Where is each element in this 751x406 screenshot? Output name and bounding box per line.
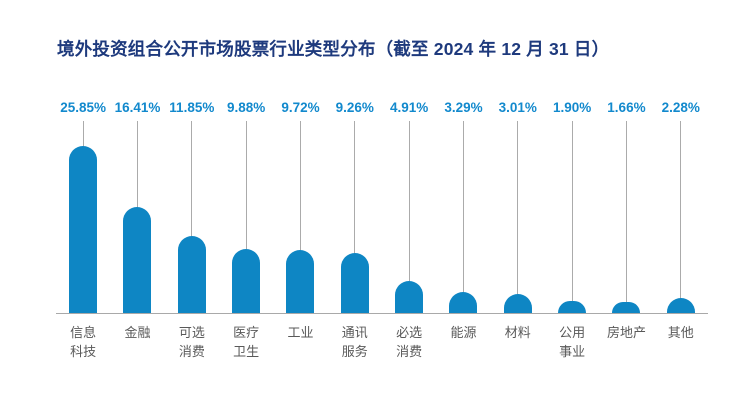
bar <box>395 281 424 313</box>
bar <box>177 236 206 313</box>
bar-column: 1.66% <box>599 100 653 313</box>
bar <box>558 300 587 313</box>
category-label: 能源 <box>450 325 477 340</box>
bar <box>340 253 369 313</box>
bar-graph-area <box>273 121 327 313</box>
bar-column: 3.29% <box>436 100 490 313</box>
value-label: 16.41% <box>114 100 161 115</box>
category-label: 必选 消费 <box>396 325 423 359</box>
bar-graph-area <box>654 121 708 313</box>
value-label: 1.66% <box>607 100 646 115</box>
bar-graph-area <box>382 121 436 313</box>
bar-column: 9.26% <box>328 100 382 313</box>
bar-graph-area <box>599 121 653 313</box>
bar-graph-area <box>328 121 382 313</box>
bar <box>666 298 695 313</box>
bar-graph-area <box>219 121 273 313</box>
bar-graph-area <box>165 121 219 313</box>
value-label: 1.90% <box>552 100 592 115</box>
bar <box>69 146 98 313</box>
value-label: 9.72% <box>281 100 320 115</box>
category-label: 其他 <box>667 325 694 340</box>
category-label: 金融 <box>124 325 151 340</box>
bar-column: 1.90% <box>545 100 599 313</box>
stem-line <box>408 121 410 313</box>
bar <box>123 207 152 313</box>
stem-line <box>354 121 356 313</box>
stem-line <box>191 121 193 313</box>
bar-column: 4.91% <box>382 100 436 313</box>
bar-graph-area <box>436 121 490 313</box>
category-label: 材料 <box>504 325 531 340</box>
bar <box>449 291 478 313</box>
bar-graph-area <box>545 121 599 313</box>
plot-area: 25.85% 16.41% 11.85% <box>56 100 708 314</box>
bar <box>612 302 641 313</box>
bar-graph-area <box>56 121 110 313</box>
value-label: 3.01% <box>498 100 537 115</box>
bar-column: 16.41% <box>110 100 164 313</box>
category-label: 房地产 <box>606 325 646 340</box>
value-label: 2.28% <box>661 100 700 115</box>
bar-column: 2.28% <box>654 100 708 313</box>
value-label: 4.91% <box>389 100 429 115</box>
bar <box>286 250 315 313</box>
bar-column: 3.01% <box>491 100 545 313</box>
stem-line <box>517 121 519 313</box>
stem-line <box>680 121 682 313</box>
value-label: 9.26% <box>335 100 374 115</box>
stem-line <box>462 121 464 313</box>
stem-line <box>245 121 247 313</box>
bar-chart: 25.85% 16.41% 11.85% <box>56 100 708 361</box>
category-label: 工业 <box>287 325 314 340</box>
bar-column: 9.88% <box>219 100 273 313</box>
bar-column: 11.85% <box>165 100 219 313</box>
stem-line <box>571 121 573 313</box>
value-label: 11.85% <box>169 100 215 115</box>
bar <box>503 293 532 313</box>
bar-column: 9.72% <box>273 100 327 313</box>
stem-line <box>299 121 301 313</box>
bar <box>232 249 261 313</box>
bar-column: 25.85% <box>56 100 110 313</box>
category-label: 信息 科技 <box>70 325 97 359</box>
category-label: 通讯 服务 <box>341 325 368 359</box>
value-label: 25.85% <box>60 100 107 115</box>
category-label: 医疗 卫生 <box>233 325 260 359</box>
category-label: 可选 消费 <box>178 325 205 359</box>
value-label: 9.88% <box>227 100 266 115</box>
stem-line <box>625 121 627 313</box>
category-axis: 信息 科技 金融 可选 消费 医疗 卫生 工业 通讯 服务 必选 消费 能源 材… <box>56 314 708 361</box>
category-label: 公用 事业 <box>559 325 586 359</box>
bar-graph-area <box>491 121 545 313</box>
chart-title: 境外投资组合公开市场股票行业类型分布（截至 2024 年 12 月 31 日） <box>57 39 610 59</box>
value-label: 3.29% <box>444 100 483 115</box>
bar-graph-area <box>110 121 164 313</box>
